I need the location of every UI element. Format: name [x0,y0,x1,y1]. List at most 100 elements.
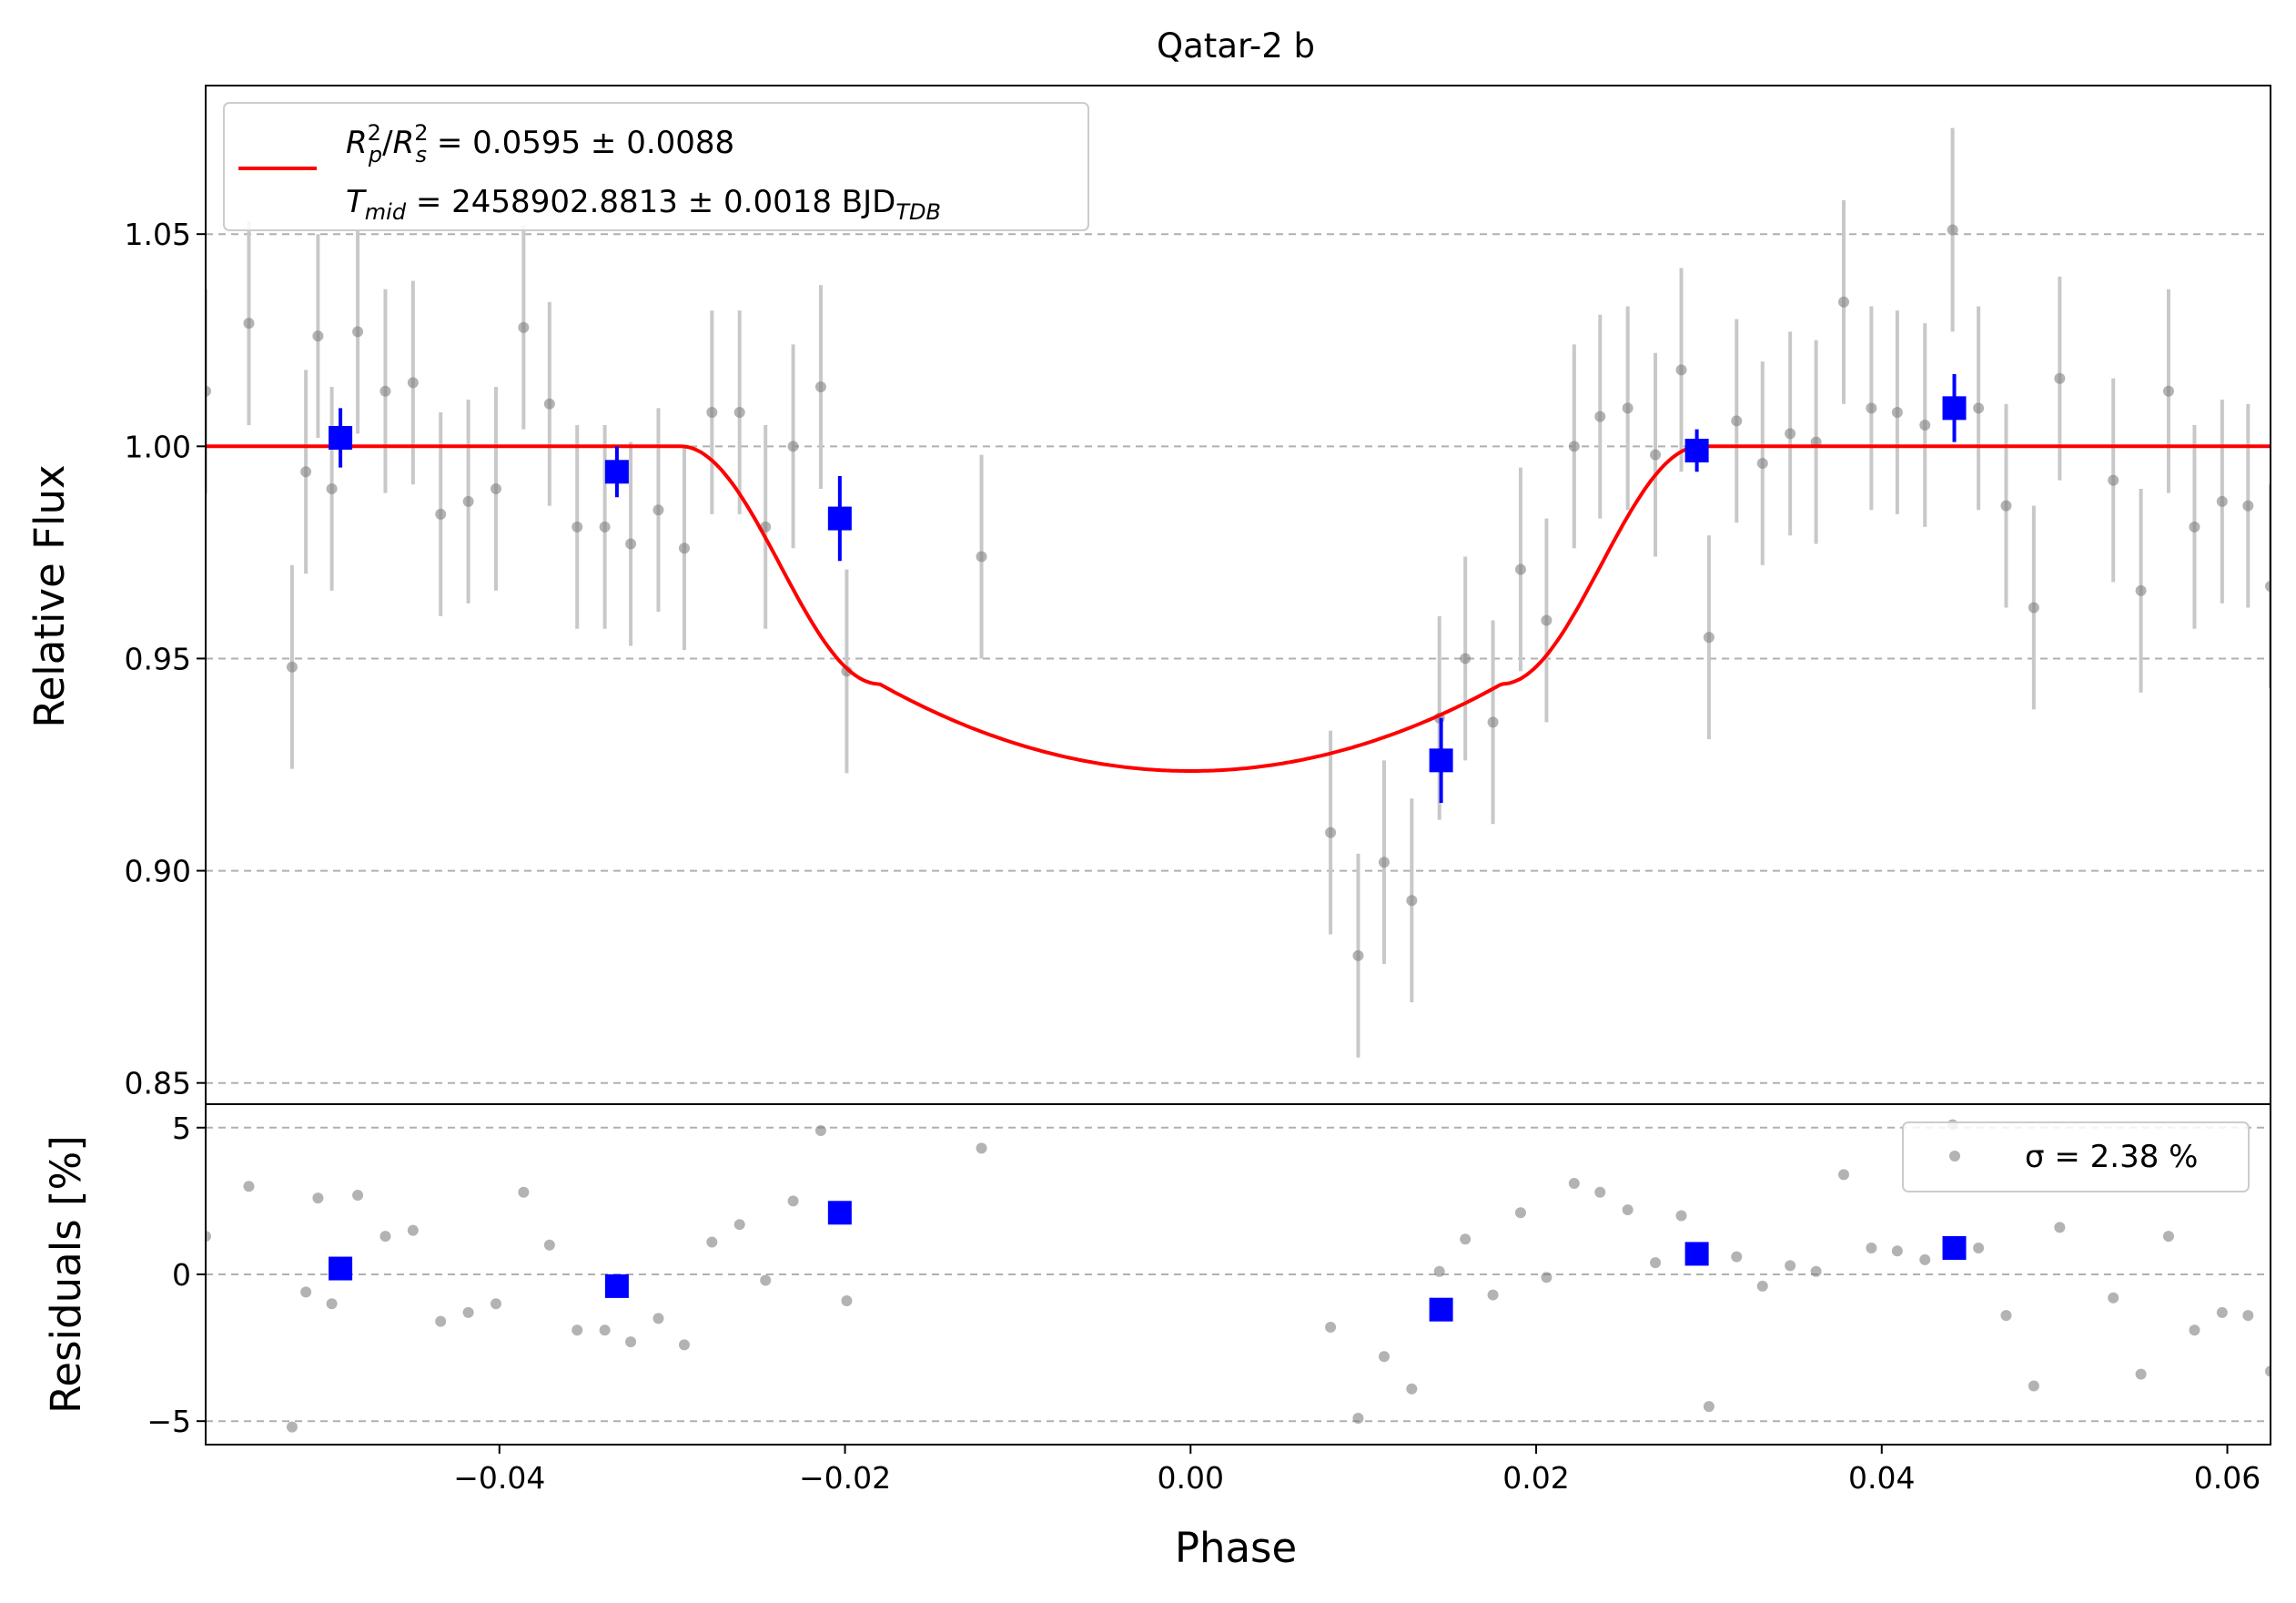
residual-raw-point [1568,1178,1580,1190]
residual-raw-point [760,1274,772,1286]
flux-raw-point [407,377,419,389]
residual-raw-point [300,1286,312,1298]
flux-raw-point [462,495,474,507]
residual-raw-point [2135,1368,2147,1380]
residual-raw-point [733,1219,745,1231]
flux-raw-point [1460,653,1472,665]
flux-y-tick-label: 0.85 [125,1066,191,1101]
legend-radius-ratio: R2 p/R2 s = 0.0595 ± 0.0088 [346,120,734,167]
flux-binned-point [1684,438,1709,462]
residual-raw-point [2189,1324,2200,1336]
flux-raw-point [2162,385,2174,397]
residual-raw-point [1487,1289,1499,1301]
chart-title: Qatar-2 b [1157,26,1315,66]
flux-legend-box [223,102,1089,231]
flux-raw-point [814,381,826,393]
flux-raw-point [518,321,530,333]
flux-raw-point [1406,895,1418,907]
residual-raw-point [1622,1204,1633,1216]
residuals-y-tick-label: −5 [147,1404,191,1439]
flux-raw-point [2189,521,2200,533]
x-tick-label: −0.04 [453,1460,545,1496]
residual-raw-point [841,1295,853,1307]
residual-raw-point [243,1181,255,1192]
flux-raw-point [1352,949,1364,961]
flux-raw-points [206,127,2271,1058]
residual-raw-point [1406,1383,1418,1395]
residual-raw-point [599,1324,611,1336]
residuals-legend-marker [1949,1151,1960,1162]
residual-binned-point [329,1256,353,1281]
flux-raw-point [1650,449,1662,461]
flux-raw-point [543,398,555,410]
residual-raw-point [326,1298,338,1310]
residual-raw-point [2054,1222,2066,1233]
flux-raw-point [312,330,324,342]
flux-raw-point [1594,411,1606,422]
residual-binned-point [1429,1297,1453,1322]
residual-raw-point [814,1125,826,1137]
residual-raw-point [312,1192,324,1204]
x-ticks: −0.04 −0.02 0.00 0.02 0.04 0.06 [453,1445,2261,1496]
flux-y-tick-label: 0.90 [125,854,191,889]
flux-raw-point [1514,563,1526,575]
residual-raw-point [2162,1231,2174,1243]
flux-raw-point [599,521,611,533]
flux-binned-point [1429,748,1453,773]
x-axis-label: Phase [1175,1524,1297,1572]
flux-raw-point [286,661,298,673]
residuals-legend: σ = 2.38 % [1902,1121,2250,1192]
flux-raw-point [352,326,364,338]
legend-mid-time: Tmid = 2458902.8813 ± 0.0018 BJDTDB [346,184,941,225]
flux-y-tick-label: 0.95 [125,641,191,676]
flux-binned-point [604,460,629,484]
x-tick-label: 0.06 [2194,1460,2261,1496]
flux-raw-point [1378,857,1390,868]
flux-raw-point [1866,402,1877,414]
residual-raw-point [625,1336,637,1348]
flux-y-ticks: 0.85 0.90 0.95 1.00 1.05 [125,217,206,1101]
residuals-y-ticks: −5 0 5 [147,1111,206,1439]
flux-raw-point [243,318,255,330]
residual-raw-point [1810,1265,1822,1277]
flux-raw-point [1568,441,1580,452]
residual-raw-point [571,1324,583,1336]
residual-raw-point [1675,1210,1687,1222]
residual-raw-point [1731,1251,1743,1263]
residuals-y-tick-label: 0 [172,1257,191,1293]
flux-binned-point [1942,396,1967,421]
flux-raw-point [2108,474,2119,486]
residuals-panel: −5 0 5 −0.04 −0.02 0.00 0.02 0.04 0.06 Residual… [42,1103,2271,1572]
flux-raw-point [490,482,501,494]
flux-raw-point [206,385,211,397]
residual-raw-point [2216,1306,2228,1318]
residual-raw-point [1352,1412,1364,1424]
residual-raw-point [1541,1272,1553,1283]
residual-raw-point [462,1306,474,1318]
flux-raw-point [1838,296,1850,308]
residual-raw-point [543,1239,555,1251]
residuals-binned-points [329,1201,1967,1322]
residuals-legend-label: σ = 2.38 % [2025,1139,2198,1175]
x-tick-label: 0.02 [1502,1460,1569,1496]
flux-raw-point [1622,402,1633,414]
residual-raw-point [2028,1380,2039,1392]
residual-raw-point [706,1236,718,1248]
x-tick-label: −0.02 [799,1460,891,1496]
residual-binned-point [827,1201,852,1225]
residual-raw-point [1703,1401,1714,1413]
flux-raw-point [379,385,391,397]
residuals-y-tick-label: 5 [172,1111,191,1146]
residual-raw-point [1594,1186,1606,1198]
flux-raw-point [1756,457,1768,469]
flux-raw-point [787,441,799,452]
flux-raw-point [2265,581,2271,593]
residuals-legend-box [1902,1121,2250,1192]
residual-raw-point [407,1224,419,1236]
residual-raw-point [2000,1310,2012,1322]
residual-raw-point [1378,1351,1390,1363]
flux-raw-point [2054,372,2066,384]
flux-raw-point [1325,827,1337,838]
residual-raw-point [652,1313,664,1324]
